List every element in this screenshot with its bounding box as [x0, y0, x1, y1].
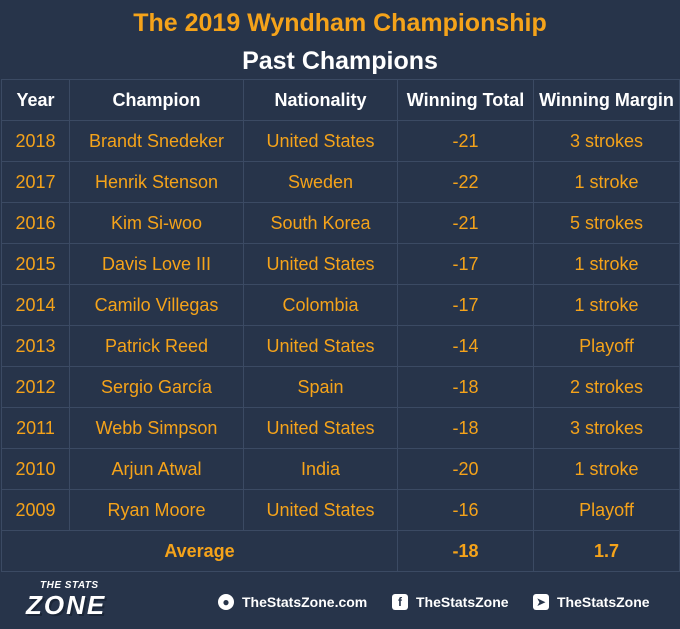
cell-total: -14: [397, 325, 534, 367]
cell-margin: Playoff: [533, 489, 680, 531]
average-total: -18: [397, 530, 534, 572]
cell-total: -20: [397, 448, 534, 490]
table-row: 2017 Henrik Stenson Sweden -22 1 stroke: [1, 161, 680, 203]
cell-margin: 3 strokes: [533, 120, 680, 162]
average-margin: 1.7: [533, 530, 680, 572]
column-header-nationality: Nationality: [243, 79, 398, 121]
cell-year: 2010: [1, 448, 70, 490]
cell-total: -22: [397, 161, 534, 203]
cell-margin: 1 stroke: [533, 448, 680, 490]
column-header-winning-total: Winning Total: [397, 79, 534, 121]
cell-nationality: United States: [243, 489, 398, 531]
cell-year: 2011: [1, 407, 70, 449]
cell-nationality: United States: [243, 325, 398, 367]
cell-year: 2009: [1, 489, 70, 531]
table-row: 2009 Ryan Moore United States -16 Playoff: [1, 489, 680, 531]
cell-margin: 1 stroke: [533, 243, 680, 285]
header-row: Year Champion Nationality Winning Total …: [1, 79, 680, 121]
table-row: 2011 Webb Simpson United States -18 3 stroke…: [1, 407, 680, 449]
table-row: 2018 Brandt Snedeker United States -21 3 str…: [1, 120, 680, 162]
twitter-label: TheStatsZone: [557, 594, 650, 610]
cell-champion: Henrik Stenson: [69, 161, 244, 203]
twitter-link[interactable]: ➤ TheStatsZone: [533, 592, 650, 612]
cell-champion: Patrick Reed: [69, 325, 244, 367]
page-subtitle: Past Champions: [242, 47, 438, 75]
footer: THE STATS ZONE ● TheStatsZone.com f TheS…: [0, 572, 680, 629]
cell-margin: 1 stroke: [533, 161, 680, 203]
cell-champion: Camilo Villegas: [69, 284, 244, 326]
cell-champion: Ryan Moore: [69, 489, 244, 531]
facebook-link[interactable]: f TheStatsZone: [392, 592, 509, 612]
website-link[interactable]: ● TheStatsZone.com: [218, 592, 367, 612]
table-row: 2012 Sergio García Spain -18 2 strokes: [1, 366, 680, 408]
page-title: The 2019 Wyndham Championship: [133, 9, 547, 37]
logo-top-text: THE STATS: [40, 580, 99, 591]
cell-nationality: United States: [243, 120, 398, 162]
cell-margin: 1 stroke: [533, 284, 680, 326]
cell-total: -17: [397, 284, 534, 326]
table-body: 2018 Brandt Snedeker United States -21 3 str…: [1, 120, 680, 531]
facebook-label: TheStatsZone: [416, 594, 509, 610]
cell-total: -18: [397, 407, 534, 449]
cell-nationality: United States: [243, 243, 398, 285]
cell-margin: 3 strokes: [533, 407, 680, 449]
cell-champion: Sergio García: [69, 366, 244, 408]
cell-margin: Playoff: [533, 325, 680, 367]
website-label: TheStatsZone.com: [242, 594, 368, 610]
cell-total: -17: [397, 243, 534, 285]
average-row: Average -18 1.7: [1, 530, 680, 572]
stats-zone-logo: THE STATS ZONE: [26, 580, 146, 624]
column-header-champion: Champion: [69, 79, 244, 121]
cell-total: -21: [397, 202, 534, 244]
cell-champion: Davis Love III: [69, 243, 244, 285]
cell-total: -21: [397, 120, 534, 162]
cell-nationality: United States: [243, 407, 398, 449]
table-row: 2010 Arjun Atwal India -20 1 stroke: [1, 448, 680, 490]
cell-nationality: India: [243, 448, 398, 490]
cell-year: 2016: [1, 202, 70, 244]
cell-year: 2015: [1, 243, 70, 285]
globe-icon: ●: [218, 594, 234, 610]
table-row: 2016 Kim Si-woo South Korea -21 5 strokes: [1, 202, 680, 244]
average-label: Average: [1, 530, 398, 572]
cell-champion: Arjun Atwal: [69, 448, 244, 490]
facebook-icon: f: [392, 594, 408, 610]
cell-total: -18: [397, 366, 534, 408]
table-row: 2013 Patrick Reed United States -14 Playoff: [1, 325, 680, 367]
logo-main-text: ZONE: [26, 590, 107, 620]
cell-year: 2012: [1, 366, 70, 408]
column-header-winning-margin: Winning Margin: [533, 79, 680, 121]
twitter-icon: ➤: [533, 594, 549, 610]
cell-margin: 2 strokes: [533, 366, 680, 408]
champions-table: Year Champion Nationality Winning Total …: [1, 79, 680, 572]
cell-nationality: Colombia: [243, 284, 398, 326]
cell-year: 2014: [1, 284, 70, 326]
table-row: 2014 Camilo Villegas Colombia -17 1 stroke: [1, 284, 680, 326]
cell-nationality: Spain: [243, 366, 398, 408]
cell-champion: Brandt Snedeker: [69, 120, 244, 162]
cell-champion: Kim Si-woo: [69, 202, 244, 244]
cell-nationality: Sweden: [243, 161, 398, 203]
cell-margin: 5 strokes: [533, 202, 680, 244]
column-header-year: Year: [1, 79, 70, 121]
cell-year: 2017: [1, 161, 70, 203]
cell-total: -16: [397, 489, 534, 531]
table-row: 2015 Davis Love III United States -17 1 stro…: [1, 243, 680, 285]
cell-nationality: South Korea: [243, 202, 398, 244]
cell-champion: Webb Simpson: [69, 407, 244, 449]
cell-year: 2013: [1, 325, 70, 367]
cell-year: 2018: [1, 120, 70, 162]
